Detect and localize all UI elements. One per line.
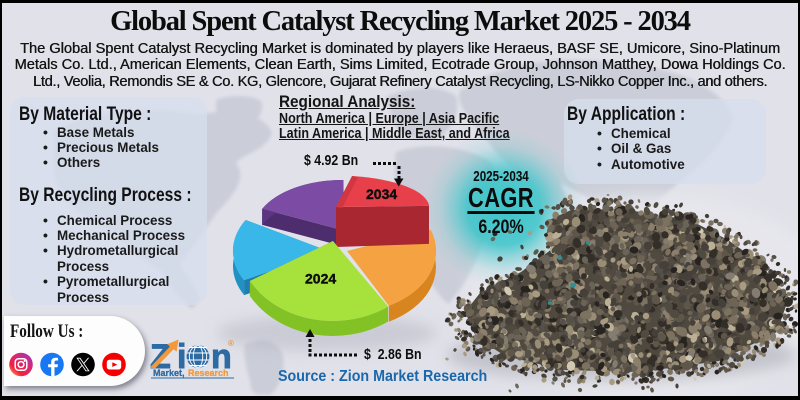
svg-text:Research: Research xyxy=(188,368,229,378)
svg-text:2034: 2034 xyxy=(366,186,397,202)
svg-text:®: ® xyxy=(228,339,234,348)
svg-text:n: n xyxy=(211,338,232,376)
svg-text:2024: 2024 xyxy=(305,271,336,287)
svg-text:Market,: Market, xyxy=(153,368,185,378)
svg-text:i: i xyxy=(177,338,186,376)
